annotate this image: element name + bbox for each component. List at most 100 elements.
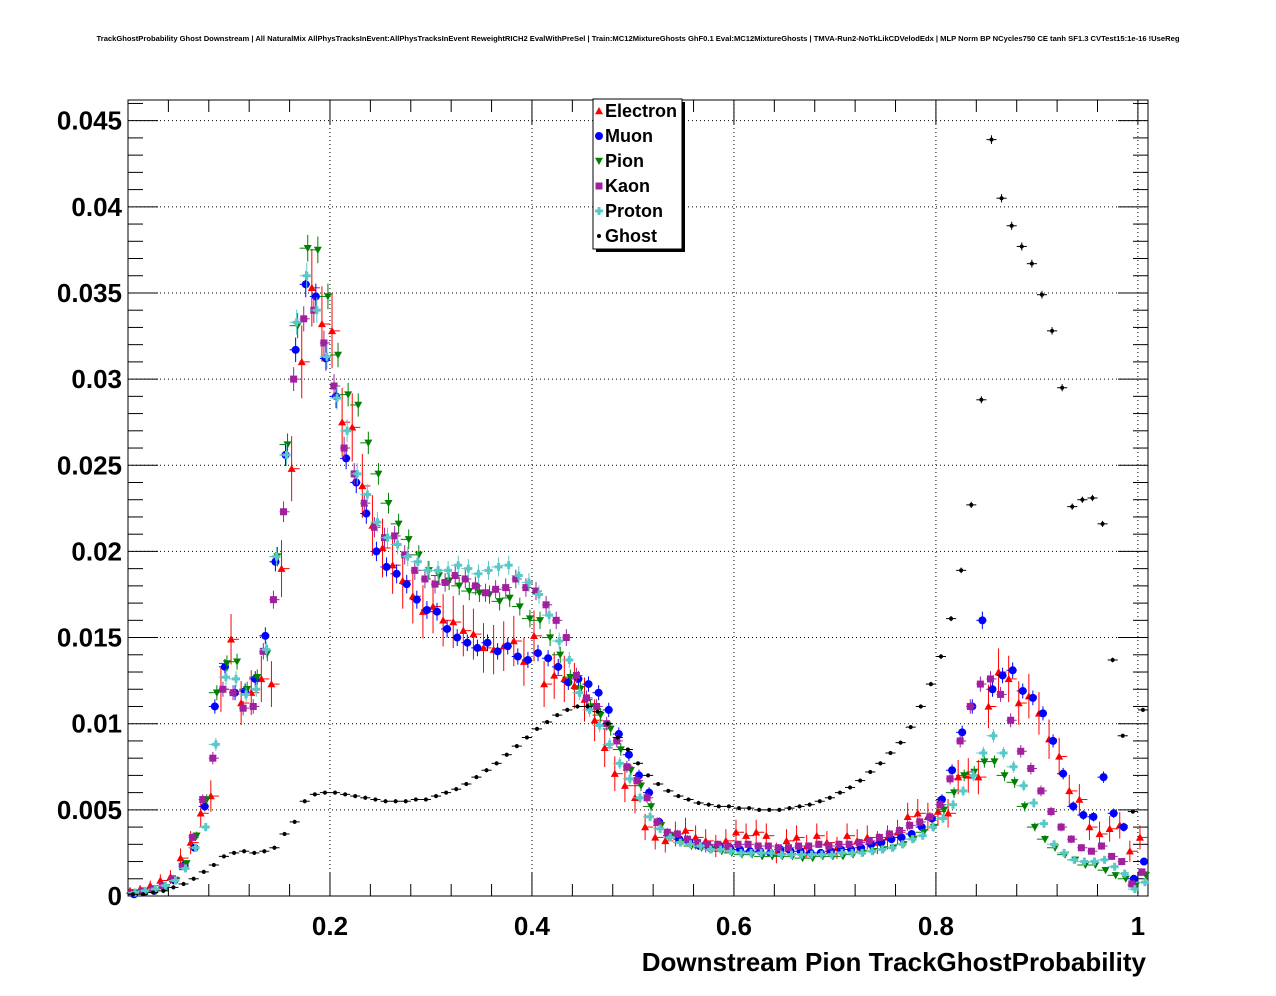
data-point	[605, 721, 610, 726]
data-point	[191, 876, 196, 881]
legend-marker-pion	[595, 157, 603, 165]
data-point	[189, 833, 197, 841]
data-point	[757, 848, 766, 857]
data-point	[969, 771, 978, 780]
data-point	[1039, 819, 1048, 828]
data-point	[344, 391, 353, 399]
data-point	[211, 862, 216, 867]
data-point	[330, 382, 338, 390]
data-point	[542, 601, 550, 609]
data-point	[999, 748, 1008, 757]
data-point	[1070, 504, 1075, 509]
data-point	[978, 616, 987, 625]
data-point	[454, 561, 463, 570]
data-point	[434, 794, 439, 799]
data-point	[1007, 716, 1015, 724]
data-point	[600, 743, 609, 752]
data-point	[221, 673, 230, 682]
data-point	[651, 833, 660, 841]
data-point	[1055, 752, 1064, 760]
data-point	[232, 674, 241, 683]
data-point	[633, 777, 641, 785]
data-point	[262, 645, 271, 654]
data-point	[530, 631, 539, 640]
data-point	[283, 441, 292, 449]
data-point	[976, 680, 984, 688]
data-point	[918, 704, 923, 709]
data-point	[875, 833, 883, 841]
data-point	[958, 728, 967, 737]
data-point	[744, 840, 752, 848]
data-point	[459, 626, 468, 634]
data-point	[209, 754, 217, 762]
data-point	[257, 674, 266, 683]
data-point	[946, 775, 954, 783]
data-point	[797, 804, 802, 809]
x-tick-label: 0.4	[514, 911, 551, 941]
data-point	[320, 339, 328, 347]
data-point	[343, 792, 348, 797]
data-point	[641, 823, 650, 831]
data-point	[552, 616, 560, 624]
data-point	[451, 572, 459, 580]
data-point	[307, 283, 316, 292]
data-point	[249, 702, 257, 710]
data-point	[1037, 787, 1045, 795]
data-point	[179, 863, 187, 871]
data-point	[1101, 866, 1110, 875]
data-point	[509, 637, 518, 645]
data-point	[292, 318, 301, 327]
data-point	[392, 569, 401, 578]
data-point	[1125, 847, 1134, 855]
data-point	[252, 850, 257, 855]
data-point	[1057, 823, 1065, 831]
data-point	[954, 773, 963, 781]
data-point	[555, 637, 564, 646]
legend-label-electron: Electron	[605, 101, 677, 121]
data-point	[280, 508, 288, 516]
legend-box	[592, 98, 683, 250]
data-point	[373, 797, 378, 802]
data-point	[297, 357, 306, 366]
data-point	[1120, 733, 1125, 738]
data-point	[243, 686, 252, 694]
data-point	[161, 881, 170, 890]
data-point	[524, 735, 529, 740]
data-point	[370, 523, 378, 531]
y-tick-label: 0.03	[71, 364, 122, 394]
data-point	[960, 772, 969, 780]
data-point	[464, 564, 473, 573]
data-point	[1140, 878, 1149, 887]
data-point	[888, 843, 897, 852]
data-point	[562, 634, 570, 642]
data-point	[439, 616, 448, 624]
data-point	[535, 726, 540, 731]
data-point	[637, 782, 645, 790]
data-point	[1109, 809, 1118, 818]
y-tick-label: 0.025	[57, 450, 122, 480]
data-point	[1029, 798, 1038, 807]
data-point	[151, 890, 156, 895]
data-point	[1105, 824, 1114, 833]
data-point	[752, 828, 761, 836]
data-point	[474, 775, 479, 780]
data-point	[1017, 747, 1025, 755]
data-point	[475, 589, 484, 597]
data-point	[704, 840, 712, 848]
data-point	[412, 595, 421, 604]
data-point	[636, 793, 644, 802]
data-point	[623, 763, 631, 771]
data-point	[383, 533, 392, 542]
data-point	[666, 833, 675, 842]
data-point	[161, 888, 166, 893]
data-point	[536, 617, 545, 625]
data-point	[926, 813, 934, 821]
data-point	[897, 833, 906, 842]
y-tick-label: 0.035	[57, 278, 122, 308]
data-point	[916, 818, 924, 826]
data-point	[363, 490, 372, 499]
data-point	[858, 848, 867, 857]
data-point	[421, 575, 429, 583]
data-point	[990, 758, 999, 766]
data-point	[444, 790, 449, 795]
